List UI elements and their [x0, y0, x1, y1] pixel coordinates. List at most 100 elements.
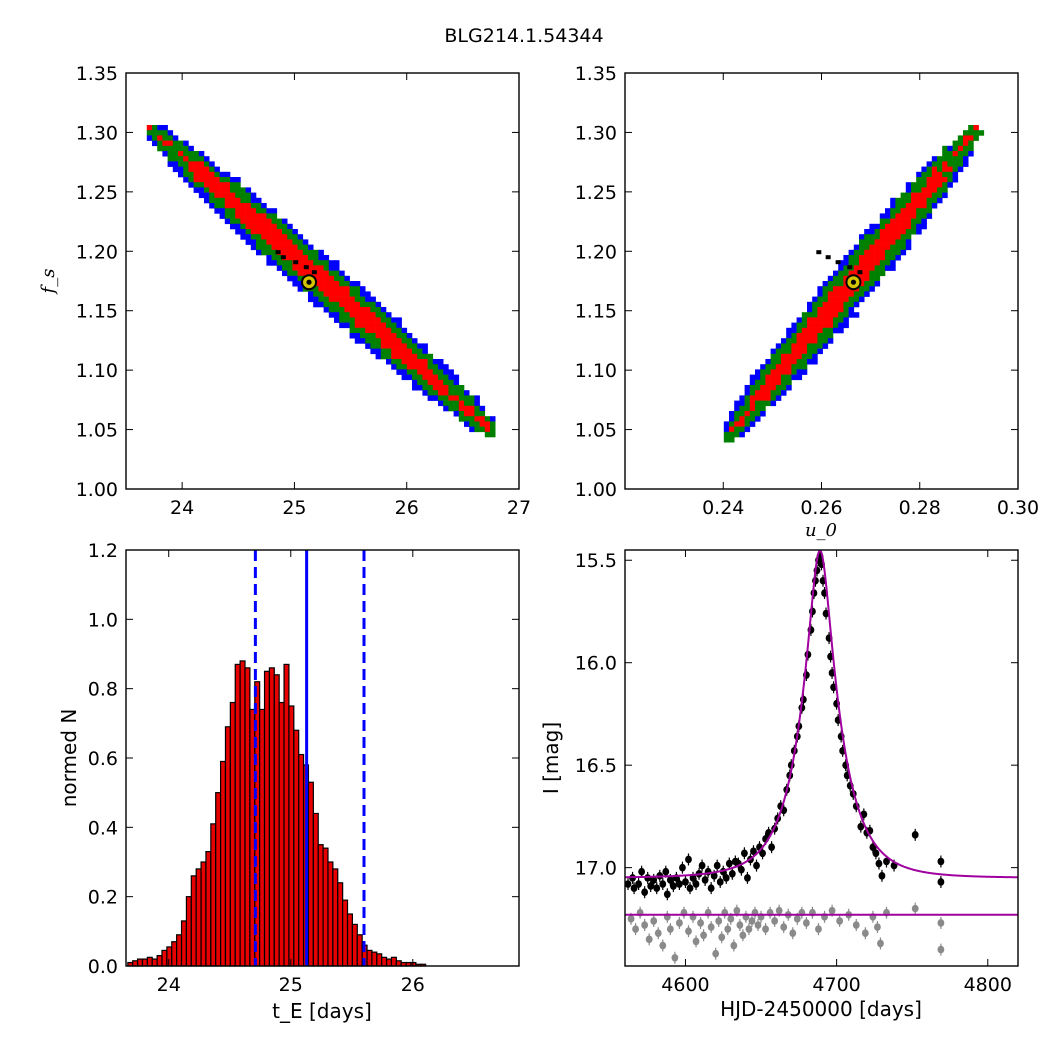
contour-u0-fs-cell-sigma2 — [770, 390, 777, 396]
contour-tE-fs-cell-sample — [303, 265, 309, 270]
contour-u0-fs-cell-sigma1 — [833, 286, 839, 292]
contour-tE-fs-cell-sigma2 — [396, 333, 402, 339]
contour-u0-fs-cell-sigma3 — [786, 327, 792, 334]
contour-u0-fs-cell-sigma2 — [874, 270, 881, 277]
contour-tE-fs-cell-sigma3 — [474, 395, 480, 401]
contour-u0-fs-cell-sigma3 — [905, 244, 912, 251]
photometry-point — [641, 888, 649, 897]
contour-u0-fs-cell-sigma1 — [885, 229, 891, 235]
contour-u0-fs-cell-sigma1 — [749, 400, 756, 407]
contour-tE-fs-cell-sigma2 — [365, 338, 371, 344]
contour-tE-fs-cell-sigma2 — [318, 291, 324, 297]
contour-u0-fs-cell-sigma1 — [864, 275, 870, 282]
photometry-point — [759, 849, 766, 858]
contour-tE-fs-cell-sigma1 — [224, 203, 231, 209]
histogram-bar — [351, 923, 358, 967]
contour-u0-fs-cell-sigma3 — [890, 203, 896, 209]
contour-tE-fs-cell-sigma2 — [360, 333, 366, 339]
histogram-bar — [136, 958, 144, 967]
contour-u0-fs-best-fit-center — [850, 279, 857, 285]
panel-histogram-tE: 24 25 26 0.0 0.2 0.4 0.6 0.8 1.0 1.2 t_E [days] n… — [57, 540, 520, 1023]
contour-u0-fs-cell-sigma2 — [739, 411, 745, 417]
contour-u0-fs-cell-sigma1 — [905, 213, 912, 219]
contour-tE-fs-cell-sigma2 — [178, 161, 184, 167]
contour-u0-fs-cell-sigma2 — [890, 244, 896, 251]
contour-u0-fs-cell-sigma1 — [890, 218, 896, 225]
contour-tE-fs-cell-sigma1 — [157, 135, 163, 141]
contour-u0-fs-cell-sigma3 — [864, 229, 870, 235]
contour-u0-fs-cell-sigma2 — [942, 151, 948, 157]
contour-tE-fs-cell-sigma1 — [370, 312, 376, 318]
contour-u0-fs-cell-sigma1 — [817, 312, 823, 318]
contour-u0-fs-cell-sigma2 — [853, 249, 860, 256]
contour-u0-fs-cell-sigma3 — [853, 244, 860, 251]
contour-u0-fs-ytick-label: 1.10 — [575, 360, 617, 382]
contour-tE-fs-cell-sigma2 — [391, 359, 397, 365]
contour-u0-fs-cell-sigma3 — [807, 359, 813, 365]
contour-u0-fs-cell-sigma2 — [931, 161, 938, 167]
contour-u0-fs-cell-sigma1 — [848, 291, 855, 297]
contour-u0-fs-cell-sigma1 — [853, 265, 860, 271]
contour-tE-fs-cell-sigma1 — [375, 317, 382, 323]
contour-u0-fs-cell-sigma1 — [838, 296, 844, 303]
contour-u0-fs-cell-sigma2 — [968, 145, 974, 152]
contour-u0-fs-cell-sigma2 — [879, 270, 886, 277]
contour-u0-fs-cell-sigma2 — [770, 359, 777, 365]
contour-u0-fs-cell-sigma2 — [786, 338, 792, 344]
contour-tE-fs-cell-sigma3 — [401, 374, 408, 381]
contour-u0-fs-cell-sigma1 — [796, 343, 803, 349]
contour-u0-fs-cell-sigma3 — [838, 327, 844, 334]
residual-point — [780, 923, 788, 931]
contour-u0-fs-cell-sigma1 — [812, 327, 818, 334]
contour-u0-fs-cell-sigma1 — [879, 239, 886, 245]
contour-tE-fs-cell-sigma3 — [323, 307, 330, 313]
contour-tE-fs-cell-sigma1 — [297, 270, 304, 277]
contour-u0-fs-cell-sigma3 — [859, 234, 865, 240]
contour-tE-fs-ytick-label: 1.20 — [76, 241, 118, 263]
contour-u0-fs-cell-sigma1 — [921, 197, 927, 204]
contour-u0-fs-cell-sigma1 — [786, 353, 792, 360]
residual-point — [692, 937, 700, 946]
contour-tE-fs-cell-sigma2 — [313, 255, 319, 261]
contour-u0-fs-cell-sigma1 — [833, 312, 839, 318]
contour-tE-fs-cell-sigma3 — [365, 291, 371, 297]
contour-u0-fs-cell-sigma1 — [801, 333, 808, 339]
contour-u0-fs-cell-sigma3 — [931, 156, 938, 162]
contour-tE-fs-cell-sigma1 — [375, 322, 382, 329]
contour-u0-fs-cell-sigma2 — [796, 327, 803, 334]
contour-u0-fs-cell-sigma2 — [791, 364, 797, 370]
contour-tE-fs-cell-sigma3 — [349, 281, 356, 287]
residual-point — [745, 925, 753, 933]
contour-tE-fs-cell-sigma2 — [453, 405, 460, 412]
contour-tE-fs-cell-sigma2 — [391, 322, 397, 329]
contour-tE-fs-cell-sigma2 — [266, 249, 272, 256]
histogram-tE-xlabel: t_E [days] — [272, 999, 372, 1023]
contour-u0-fs-cell-sigma1 — [755, 390, 761, 396]
histogram-bar — [259, 708, 266, 967]
contour-u0-fs-cell-sigma1 — [801, 348, 808, 355]
contour-tE-fs-cell-sigma2 — [417, 374, 423, 381]
contour-tE-fs-cell-sigma1 — [282, 239, 288, 245]
residual-point — [718, 933, 726, 942]
contour-u0-fs-cell-sigma1 — [760, 385, 766, 391]
residual-point — [676, 919, 683, 927]
contour-u0-fs-cell-sigma3 — [859, 296, 865, 303]
contour-tE-fs-cell-sigma2 — [370, 333, 376, 339]
histogram-bar — [293, 729, 300, 967]
contour-tE-fs-cell-sigma2 — [474, 421, 480, 427]
contour-tE-fs-cell-sigma1 — [370, 327, 376, 334]
contour-u0-fs-cell-sigma1 — [775, 379, 782, 386]
contour-tE-fs-cell-sigma3 — [209, 161, 215, 167]
contour-tE-fs-cell-sigma2 — [344, 312, 350, 318]
contour-tE-fs-cell-sigma2 — [250, 234, 257, 240]
contour-u0-fs-cell-sigma2 — [874, 234, 881, 240]
contour-tE-fs-cell-sigma2 — [412, 369, 418, 375]
residual-point — [632, 925, 639, 933]
contour-tE-fs-cell-sigma2 — [339, 312, 345, 318]
contour-tE-fs-cell-sigma2 — [438, 395, 444, 401]
contour-u0-fs-cell-sigma3 — [869, 223, 875, 230]
contour-u0-fs-cell-sigma2 — [890, 208, 896, 214]
contour-tE-fs-cell-sigma2 — [380, 353, 387, 360]
contour-u0-fs-cell-sigma2 — [869, 275, 875, 282]
contour-tE-fs-cell-sigma1 — [287, 249, 293, 256]
